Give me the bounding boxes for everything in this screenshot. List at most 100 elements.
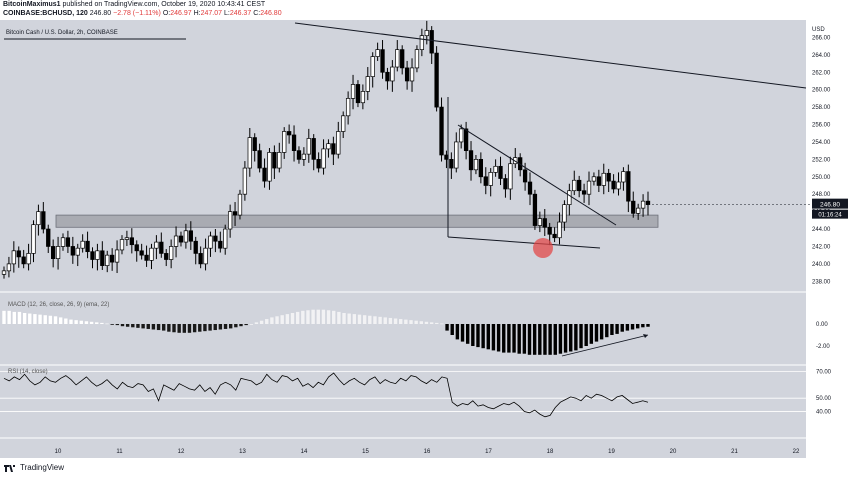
candle-up[interactable] bbox=[168, 246, 174, 260]
footer-brand[interactable]: TradingView bbox=[4, 463, 64, 472]
candle-down[interactable] bbox=[311, 138, 316, 160]
candle-down[interactable] bbox=[46, 228, 51, 247]
candle-up[interactable] bbox=[223, 228, 228, 249]
candle-down[interactable] bbox=[139, 250, 144, 256]
candle-up[interactable] bbox=[114, 249, 120, 263]
candle-down[interactable] bbox=[400, 49, 405, 69]
candle-up[interactable] bbox=[124, 237, 130, 240]
candle-down[interactable] bbox=[286, 131, 292, 136]
candle-down[interactable] bbox=[439, 106, 444, 156]
candle-up[interactable] bbox=[567, 190, 572, 205]
candle-down[interactable] bbox=[355, 84, 361, 104]
candle-up[interactable] bbox=[341, 115, 346, 132]
candle-up[interactable] bbox=[80, 240, 85, 249]
candle-down[interactable] bbox=[198, 253, 203, 265]
candle-up[interactable] bbox=[173, 235, 179, 247]
candle-up[interactable] bbox=[459, 128, 464, 143]
candle-up[interactable] bbox=[370, 56, 375, 77]
candle-up[interactable] bbox=[636, 207, 641, 214]
candle-down[interactable] bbox=[606, 172, 611, 182]
candle-up[interactable] bbox=[562, 204, 567, 223]
plot-area[interactable] bbox=[0, 20, 806, 458]
candle-up[interactable] bbox=[390, 66, 395, 82]
candle-down[interactable] bbox=[110, 254, 115, 263]
candle-up[interactable] bbox=[105, 254, 110, 266]
candle-up[interactable] bbox=[365, 76, 370, 92]
candle-up[interactable] bbox=[586, 180, 592, 195]
candle-up[interactable] bbox=[247, 137, 252, 169]
candle-down[interactable] bbox=[498, 165, 503, 179]
candle-up[interactable] bbox=[1, 270, 7, 275]
candle-up[interactable] bbox=[616, 181, 621, 190]
candle-up[interactable] bbox=[537, 218, 542, 226]
candle-down[interactable] bbox=[70, 246, 75, 256]
candle-down[interactable] bbox=[626, 171, 631, 202]
candle-up[interactable] bbox=[237, 193, 243, 216]
candle-up[interactable] bbox=[227, 211, 233, 230]
candle-down[interactable] bbox=[164, 253, 169, 260]
candle-up[interactable] bbox=[336, 131, 341, 155]
candle-down[interactable] bbox=[581, 190, 587, 195]
candle-down[interactable] bbox=[463, 128, 469, 151]
candle-up[interactable] bbox=[493, 165, 498, 173]
candle-up[interactable] bbox=[208, 235, 213, 249]
candle-down[interactable] bbox=[429, 30, 434, 54]
candle-down[interactable] bbox=[100, 250, 105, 266]
candle-up[interactable] bbox=[395, 49, 400, 68]
candle-down[interactable] bbox=[385, 71, 390, 82]
candle-down[interactable] bbox=[434, 52, 439, 108]
candle-up[interactable] bbox=[409, 67, 415, 82]
candle-down[interactable] bbox=[380, 49, 385, 73]
candle-down[interactable] bbox=[41, 211, 46, 230]
candle-up[interactable] bbox=[119, 239, 125, 251]
candle-down[interactable] bbox=[85, 240, 90, 253]
candle-down[interactable] bbox=[232, 211, 238, 216]
candle-up[interactable] bbox=[454, 141, 459, 169]
candle-down[interactable] bbox=[611, 180, 616, 190]
candle-down[interactable] bbox=[193, 240, 198, 254]
candle-down[interactable] bbox=[316, 159, 321, 169]
candle-up[interactable] bbox=[321, 148, 326, 169]
candle-down[interactable] bbox=[532, 193, 538, 226]
candle-down[interactable] bbox=[213, 235, 218, 242]
candle-down[interactable] bbox=[178, 235, 184, 243]
candle-down[interactable] bbox=[468, 150, 474, 171]
candle-down[interactable] bbox=[577, 179, 582, 192]
candle-up[interactable] bbox=[282, 131, 287, 153]
candle-down[interactable] bbox=[16, 250, 21, 258]
candle-down[interactable] bbox=[331, 143, 336, 155]
candle-up[interactable] bbox=[508, 163, 513, 190]
candle-up[interactable] bbox=[572, 179, 577, 192]
candle-up[interactable] bbox=[55, 246, 61, 259]
candle-up[interactable] bbox=[414, 49, 420, 69]
candle-up[interactable] bbox=[75, 247, 80, 256]
candle-down[interactable] bbox=[449, 159, 454, 169]
candle-up[interactable] bbox=[424, 30, 429, 37]
candle-up[interactable] bbox=[11, 250, 16, 265]
candle-up[interactable] bbox=[301, 153, 307, 160]
candle-down[interactable] bbox=[21, 256, 26, 265]
candle-down[interactable] bbox=[483, 176, 488, 186]
candle-down[interactable] bbox=[252, 137, 257, 151]
candle-down[interactable] bbox=[90, 251, 95, 260]
candle-up[interactable] bbox=[419, 35, 425, 50]
price-chart[interactable]: 266.00 264.00 262.00 260.00 258.00 256.00 254.… bbox=[0, 20, 850, 460]
candle-up[interactable] bbox=[375, 49, 380, 57]
candle-down[interactable] bbox=[129, 237, 134, 246]
candle-down[interactable] bbox=[262, 167, 267, 182]
candle-up[interactable] bbox=[345, 98, 351, 117]
candle-down[interactable] bbox=[478, 159, 484, 178]
candle-up[interactable] bbox=[277, 152, 282, 169]
candle-down[interactable] bbox=[645, 200, 651, 205]
candle-up[interactable] bbox=[26, 253, 31, 265]
candle-up[interactable] bbox=[149, 247, 154, 261]
candle-up[interactable] bbox=[350, 84, 356, 99]
candle-down[interactable] bbox=[257, 150, 262, 169]
candle-down[interactable] bbox=[596, 176, 601, 186]
candle-up[interactable] bbox=[360, 91, 366, 104]
candle-up[interactable] bbox=[242, 167, 248, 195]
candle-up[interactable] bbox=[473, 159, 479, 171]
candle-up[interactable] bbox=[31, 224, 36, 254]
candle-up[interactable] bbox=[557, 221, 562, 239]
candle-down[interactable] bbox=[547, 226, 552, 235]
